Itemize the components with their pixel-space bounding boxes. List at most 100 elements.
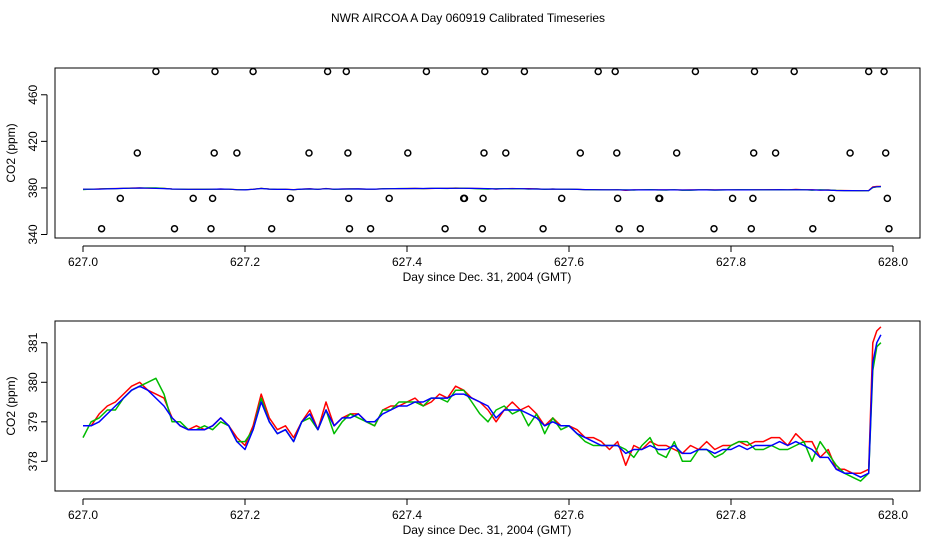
top-plot-frame: [54, 67, 921, 239]
bottom-x-axis: 627.0 627.2 627.4 627.6 627.8 628.0: [68, 498, 908, 522]
calibration-point: [97, 224, 106, 233]
bottom-series-line-red: [83, 326, 882, 474]
calibration-point: [480, 149, 488, 157]
calibration-point: [189, 194, 197, 203]
calibration-point: [576, 149, 585, 157]
bottom-y-tick-label: 378: [26, 451, 40, 471]
top-series-line-blue: [83, 185, 881, 192]
calibration-point: [422, 67, 431, 76]
top-y-tick-label: 340: [26, 224, 40, 244]
top-y-tick-label: 380: [26, 178, 40, 198]
calibration-point: [557, 194, 566, 203]
calibration-point: [771, 149, 780, 157]
calibration-point: [749, 194, 757, 203]
bottom-x-label: Day since Dec. 31, 2004 (GMT): [403, 523, 572, 537]
calibration-point: [636, 224, 645, 233]
calibration-point: [672, 149, 681, 157]
calibration-point: [478, 224, 487, 233]
calibration-point: [233, 149, 241, 157]
calibration-point: [594, 67, 602, 76]
calibration-point: [880, 67, 888, 76]
calibration-point: [520, 67, 529, 76]
top-x-tick-label: 627.4: [392, 255, 422, 269]
bottom-series-line-green: [82, 342, 882, 482]
calibration-point: [502, 149, 510, 157]
calibration-point: [881, 149, 890, 157]
calibration-point: [305, 149, 313, 157]
bottom-y-tick-label: 381: [26, 332, 40, 352]
top-y-tick-label: 460: [26, 84, 40, 104]
calibration-point: [710, 224, 718, 233]
bottom-x-tick-label: 627.2: [230, 508, 260, 522]
bottom-y-tick-label: 379: [26, 411, 40, 431]
calibration-point: [749, 149, 758, 157]
calibration-point: [809, 224, 817, 233]
top-panel-scatter: 627.0 627.2 627.4 627.6 627.8 628.0 340 380 420…: [4, 67, 921, 284]
calibration-point: [404, 149, 412, 157]
calibration-point: [846, 149, 854, 157]
bottom-series-line-blue: [83, 334, 882, 478]
calibration-point: [207, 224, 215, 233]
top-x-label: Day since Dec. 31, 2004 (GMT): [403, 270, 572, 284]
calibration-point: [286, 194, 295, 203]
calibration-point: [342, 67, 351, 76]
calibration-point: [655, 194, 664, 203]
page-title: NWR AIRCOA A Day 060919 Calibrated Times…: [331, 11, 605, 25]
calibration-point: [210, 149, 218, 157]
calibration-point: [344, 149, 352, 157]
calibration-point: [883, 194, 892, 203]
calibration-point: [249, 67, 257, 76]
bottom-plot-frame: [54, 320, 921, 492]
calibration-point: [790, 67, 798, 76]
calibration-point: [885, 224, 893, 233]
calibration-point: [728, 194, 737, 203]
top-y-label: CO2 (ppm): [4, 123, 18, 182]
calibration-point: [613, 194, 622, 203]
bottom-x-tick-label: 627.6: [554, 508, 584, 522]
bottom-plot-marks: [82, 326, 882, 482]
calibration-point: [864, 67, 873, 76]
bottom-y-axis: 378 379 380 381: [26, 332, 48, 471]
calibration-point: [460, 194, 469, 203]
bottom-x-tick-label: 627.4: [392, 508, 422, 522]
top-x-tick-label: 627.2: [230, 255, 260, 269]
bottom-x-tick-label: 628.0: [878, 508, 908, 522]
calibration-point: [152, 67, 160, 76]
calibration-point: [481, 67, 489, 76]
top-x-tick-label: 627.0: [68, 255, 98, 269]
calibration-point: [613, 149, 621, 157]
top-x-tick-label: 627.8: [716, 255, 746, 269]
calibration-point: [323, 67, 332, 76]
top-y-axis: 340 380 420 460: [26, 84, 48, 245]
top-y-tick-label: 420: [26, 131, 40, 151]
calibration-point: [170, 224, 179, 233]
calibration-point: [208, 194, 217, 203]
calibration-point: [267, 224, 276, 233]
calibration-point: [211, 67, 219, 76]
calibration-point: [750, 67, 759, 76]
bottom-y-label: CO2 (ppm): [4, 376, 18, 435]
calibration-point: [133, 149, 142, 157]
calibration-point: [344, 194, 353, 203]
calibration-point: [615, 224, 623, 233]
calibration-point: [366, 224, 375, 233]
calibration-point: [691, 67, 700, 76]
top-x-tick-label: 628.0: [878, 255, 908, 269]
bottom-x-tick-label: 627.8: [716, 508, 746, 522]
calibration-point: [747, 224, 756, 233]
top-x-axis: 627.0 627.2 627.4 627.6 627.8 628.0: [68, 245, 908, 269]
calibration-point: [539, 224, 547, 233]
calibration-point: [116, 194, 125, 203]
calibration-point: [385, 194, 393, 203]
top-x-tick-label: 627.6: [554, 255, 584, 269]
bottom-x-tick-label: 627.0: [68, 508, 98, 522]
calibration-point: [827, 194, 836, 203]
calibration-point: [345, 224, 354, 233]
calibration-point: [479, 194, 487, 203]
calibration-point: [611, 67, 619, 76]
bottom-y-tick-label: 380: [26, 372, 40, 392]
top-plot-marks: [82, 67, 893, 233]
bottom-panel-line: 627.0 627.2 627.4 627.6 627.8 628.0 378 379 380…: [4, 320, 921, 537]
calibration-point: [441, 224, 449, 233]
